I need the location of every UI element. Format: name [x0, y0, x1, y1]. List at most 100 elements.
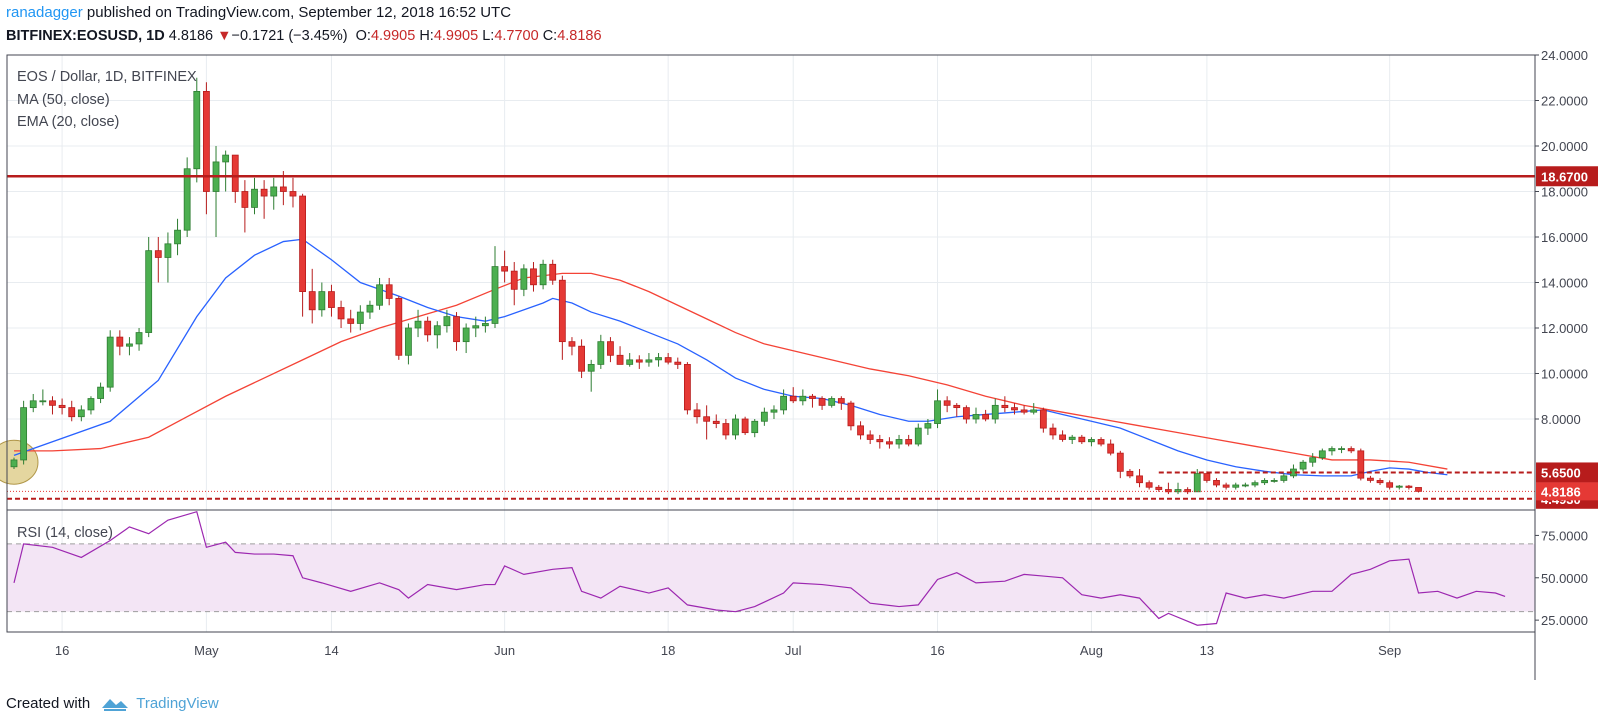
candle-body	[1155, 486, 1163, 490]
candle-body	[135, 332, 143, 345]
candle-body	[1338, 448, 1345, 450]
candle-body	[424, 320, 432, 336]
highlight-ellipse	[0, 439, 39, 485]
price-tick-label: 22.0000	[1541, 94, 1588, 109]
low-label: L:	[482, 28, 495, 44]
time-tick-label: Aug	[1080, 643, 1103, 658]
candle-body	[395, 298, 403, 356]
open-label: O:	[355, 28, 371, 44]
candle-body	[39, 400, 47, 403]
author-link[interactable]: ranadagger	[6, 4, 83, 21]
candle-body	[674, 361, 682, 365]
candle-body	[886, 441, 893, 445]
rsi-tick-label: 25.0000	[1541, 613, 1588, 628]
candle-body	[645, 359, 653, 363]
candle-body	[635, 359, 643, 363]
ema20-legend: EMA (20, close)	[17, 114, 119, 130]
candle-body	[1126, 470, 1134, 477]
candle-body	[1347, 448, 1355, 452]
candle-body	[578, 345, 585, 372]
candle-body	[308, 291, 316, 311]
symbol-name: BITFINEX:EOSUSD, 1D	[6, 28, 165, 44]
candle-body	[1270, 480, 1278, 482]
candle-body	[751, 420, 759, 434]
candle-body	[1049, 427, 1057, 436]
candle-body	[934, 400, 941, 424]
candle-body	[366, 304, 374, 313]
candle-body	[1309, 457, 1317, 463]
candle-body	[780, 395, 787, 411]
candle-body	[1068, 436, 1076, 440]
candle-body	[462, 327, 470, 343]
high-label: H:	[419, 28, 434, 44]
axes: 24.0000 22.0000 20.0000 18.0000 16.0000 14.00…	[55, 48, 1598, 658]
candle-body	[1039, 409, 1047, 429]
candle-body	[174, 229, 181, 245]
candle-body	[539, 263, 547, 286]
close-value: 4.8186	[557, 28, 602, 44]
candle-body	[1232, 484, 1240, 488]
level-label: 18.6700	[1541, 169, 1588, 184]
level-label: 5.6500	[1541, 465, 1581, 480]
chart-title: EOS / Dollar, 1D, BITFINEX	[17, 69, 197, 85]
candle-body	[510, 270, 518, 290]
candle-body	[347, 318, 355, 324]
candle-body	[587, 363, 595, 372]
candle-body	[106, 336, 114, 388]
candle-body	[501, 266, 509, 272]
candle-body	[126, 343, 133, 347]
time-tick-label: 13	[1200, 643, 1214, 658]
candle-body	[943, 400, 951, 406]
level-badge	[1536, 166, 1598, 187]
level-badge	[1536, 462, 1598, 483]
price-tick-label: 12.0000	[1541, 321, 1588, 336]
candle-body	[318, 291, 326, 311]
candle-body	[1116, 452, 1124, 472]
candle-body	[1213, 480, 1220, 486]
low-value: 4.7700	[494, 28, 539, 44]
candle-body	[1030, 409, 1038, 413]
candle-body	[558, 279, 566, 343]
rsi-legend: RSI (14, close)	[17, 525, 113, 541]
open-value: 4.9905	[370, 28, 416, 44]
high-value: 4.9905	[433, 28, 479, 44]
candle-body	[809, 395, 816, 399]
rsi-line	[13, 510, 1506, 626]
candle-body	[164, 243, 172, 258]
ema20-line	[13, 238, 1448, 477]
candle-body	[87, 398, 95, 411]
candle-body	[1097, 439, 1105, 445]
candle-body	[1001, 404, 1009, 409]
price-pane	[0, 77, 1535, 500]
candle-body	[68, 407, 76, 418]
last-price: 4.8186	[168, 28, 214, 44]
candle-body	[453, 316, 460, 343]
candle-body	[1184, 489, 1192, 493]
ma50-legend: MA (50, close)	[17, 92, 110, 108]
candle-body	[549, 263, 557, 281]
candle-body	[597, 341, 605, 365]
candle-body	[1059, 434, 1066, 440]
candle-body	[828, 398, 836, 406]
candle-body	[1088, 439, 1095, 443]
candle-body	[1193, 473, 1201, 493]
candle-body	[279, 186, 287, 192]
candle-body	[1395, 485, 1403, 488]
rsi-band	[7, 543, 1535, 612]
candle-body	[1299, 461, 1307, 470]
candle-body	[443, 316, 451, 327]
candle-body	[405, 327, 412, 356]
candle-body	[1107, 443, 1115, 454]
candle-body	[866, 434, 874, 440]
tradingview-link[interactable]: TradingView	[136, 695, 219, 712]
candle-body	[962, 407, 970, 420]
candle-body	[905, 439, 913, 445]
candle-body	[58, 404, 66, 409]
candle-body	[1222, 484, 1230, 488]
candle-body	[616, 354, 624, 365]
candle-body	[1203, 473, 1211, 481]
candle-body	[655, 357, 662, 361]
time-tick-label: Sep	[1378, 643, 1401, 658]
candle-body	[299, 195, 307, 293]
